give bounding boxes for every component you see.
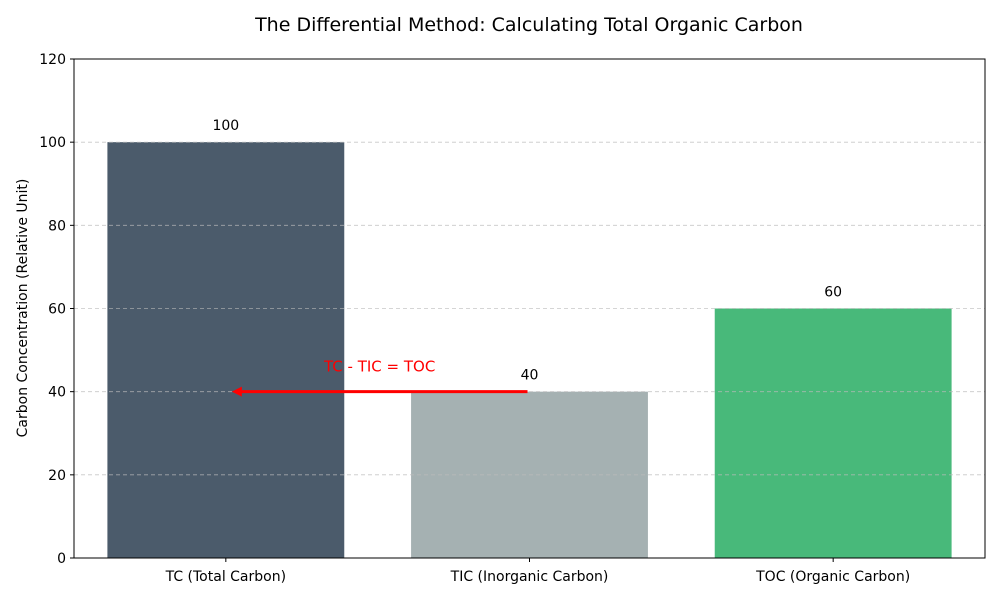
chart-title: The Differential Method: Calculating Tot…: [254, 14, 803, 36]
x-tick-label: TOC (Organic Carbon): [755, 569, 910, 585]
plot-frame: [73, 58, 986, 559]
data-label: 100: [212, 118, 239, 134]
x-tick-label: TC (Total Carbon): [165, 569, 286, 585]
data-label: 60: [824, 285, 842, 301]
y-tick-label: 120: [39, 52, 66, 68]
y-tick-label: 60: [48, 302, 66, 318]
annotation-text: TC - TIC = TOC: [323, 358, 435, 376]
y-tick-label: 80: [48, 218, 66, 234]
y-tick-label: 100: [39, 135, 66, 151]
y-tick-label: 0: [57, 551, 66, 567]
bar: [714, 308, 952, 558]
y-tick-label: 20: [48, 468, 66, 484]
bar: [107, 142, 345, 558]
x-tick-label: TIC (Inorganic Carbon): [450, 569, 609, 585]
y-tick-label: 40: [48, 385, 66, 401]
arrowhead-icon: [231, 386, 242, 397]
data-label: 40: [521, 368, 539, 384]
y-axis-label: Carbon Concentration (Relative Unit): [15, 179, 31, 438]
